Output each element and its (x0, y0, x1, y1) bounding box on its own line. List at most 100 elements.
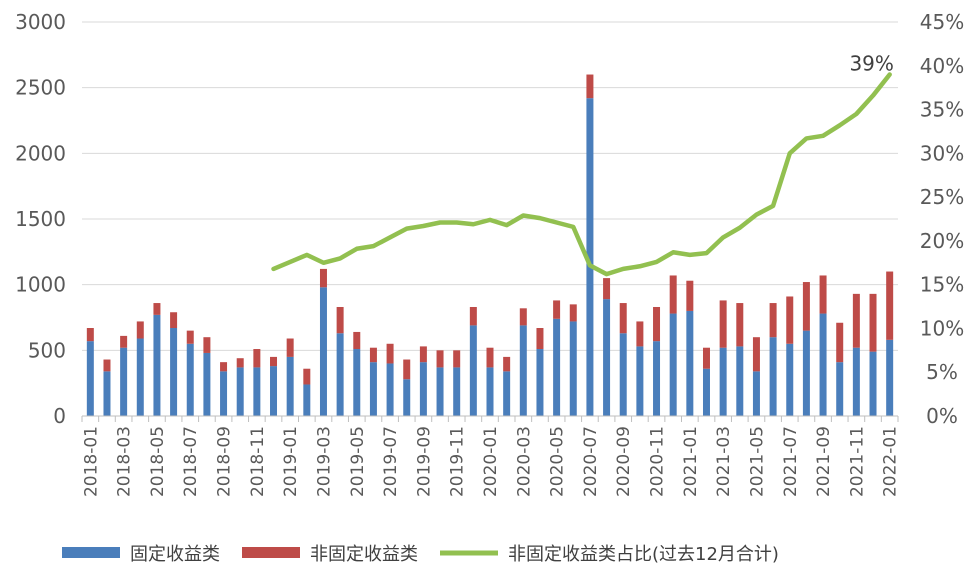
x-tick-label: 2021-03 (714, 426, 734, 497)
x-tick-label: 2020-01 (481, 426, 501, 497)
bar-non-fixed-income (869, 293, 877, 352)
bars (86, 74, 894, 416)
bar-fixed-income (369, 362, 377, 416)
x-tick-label: 2020-07 (581, 426, 601, 497)
bar-non-fixed-income (636, 321, 644, 347)
bar-fixed-income (469, 325, 477, 416)
bar-fixed-income (886, 339, 894, 416)
last-value-annotation: 39% (849, 52, 893, 76)
y2-tick-label: 30% (920, 141, 964, 165)
bar-non-fixed-income (136, 321, 144, 339)
y2-tick-label: 5% (926, 360, 958, 384)
x-tick-label: 2019-09 (414, 426, 434, 497)
bar-non-fixed-income (353, 331, 361, 350)
bar-non-fixed-income (653, 306, 661, 342)
bar-non-fixed-income (603, 278, 611, 300)
x-tick-label: 2018-03 (115, 426, 135, 497)
bar-non-fixed-income (886, 271, 894, 340)
bar-fixed-income (503, 371, 511, 416)
x-tick-label: 2021-07 (781, 426, 801, 497)
bar-fixed-income (586, 98, 594, 416)
bar-non-fixed-income (702, 347, 710, 369)
bar-non-fixed-income (186, 330, 194, 344)
y2-tick-label: 40% (920, 54, 964, 78)
bar-non-fixed-income (286, 338, 294, 357)
legend-label: 非固定收益类占比(过去12月合计) (508, 544, 779, 565)
y2-tick-label: 20% (920, 229, 964, 253)
bar-fixed-income (120, 347, 128, 416)
y-tick-label: 2500 (15, 76, 66, 100)
bar-non-fixed-income (786, 296, 794, 344)
y2-tick-label: 0% (926, 404, 958, 428)
bar-non-fixed-income (386, 343, 394, 364)
x-tick-label: 2021-01 (681, 426, 701, 497)
legend-label: 非固定收益类 (310, 544, 418, 565)
x-tick-label: 2021-05 (747, 426, 767, 497)
bar-fixed-income (852, 347, 860, 416)
bar-fixed-income (836, 362, 844, 416)
bar-fixed-income (603, 299, 611, 416)
bar-non-fixed-income (170, 312, 178, 329)
x-tick-label: 2020-03 (514, 426, 534, 497)
bar-non-fixed-income (619, 303, 627, 334)
bar-fixed-income (286, 356, 294, 416)
bar-fixed-income (136, 338, 144, 416)
x-tick-label: 2019-01 (281, 426, 301, 497)
x-tick-label: 2019-05 (348, 426, 368, 497)
bar-non-fixed-income (436, 350, 444, 368)
x-tick-label: 2019-11 (448, 426, 468, 497)
y-tick-label: 3000 (15, 10, 66, 34)
bar-fixed-income (153, 314, 161, 416)
bar-non-fixed-income (719, 300, 727, 348)
bar-fixed-income (453, 367, 461, 416)
bar-non-fixed-income (120, 335, 128, 348)
bar-non-fixed-income (686, 280, 694, 311)
bar-fixed-income (636, 346, 644, 416)
legend-swatch (242, 547, 300, 558)
bar-fixed-income (353, 349, 361, 416)
bar-fixed-income (419, 362, 427, 416)
legend: 固定收益类 非固定收益类 非固定收益类占比(过去12月合计) (62, 544, 779, 565)
x-tick-label: 2018-11 (248, 426, 268, 497)
bar-non-fixed-income (153, 303, 161, 315)
bar-non-fixed-income (486, 347, 494, 368)
x-tick-label: 2019-03 (314, 426, 334, 497)
bar-non-fixed-income (369, 347, 377, 363)
line-series (271, 72, 892, 277)
bar-non-fixed-income (553, 300, 561, 319)
legend-label: 固定收益类 (130, 544, 220, 565)
x-tick-label: 2020-09 (614, 426, 634, 497)
bar-fixed-income (653, 341, 661, 416)
bar-fixed-income (270, 366, 278, 416)
x-tick-label: 2018-07 (181, 426, 201, 497)
y2-tick-label: 35% (920, 98, 964, 122)
bar-fixed-income (519, 325, 527, 416)
bar-fixed-income (569, 321, 577, 416)
bar-fixed-income (702, 368, 710, 416)
y-tick-label: 1500 (15, 207, 66, 231)
bar-fixed-income (386, 363, 394, 416)
bar-fixed-income (303, 384, 311, 416)
y2-tick-label: 15% (920, 273, 964, 297)
bar-non-fixed-income (319, 268, 327, 288)
bar-fixed-income (769, 337, 777, 416)
bar-fixed-income (319, 287, 327, 416)
bar-fixed-income (253, 367, 261, 416)
y-tick-label: 1000 (15, 273, 66, 297)
x-tick-label: 2019-07 (381, 426, 401, 497)
bar-fixed-income (186, 343, 194, 416)
bar-non-fixed-income (852, 293, 860, 348)
x-tick-label: 2018-05 (148, 426, 168, 497)
x-tick-label: 2020-05 (548, 426, 568, 497)
bar-fixed-income (553, 318, 561, 416)
bar-fixed-income (336, 333, 344, 416)
bar-non-fixed-income (236, 358, 244, 368)
bar-non-fixed-income (669, 275, 677, 314)
x-tick-label: 2020-11 (648, 426, 668, 497)
bar-fixed-income (736, 346, 744, 416)
bar-fixed-income (669, 313, 677, 416)
bar-fixed-income (619, 333, 627, 416)
bar-non-fixed-income (819, 275, 827, 314)
bar-non-fixed-income (519, 308, 527, 326)
